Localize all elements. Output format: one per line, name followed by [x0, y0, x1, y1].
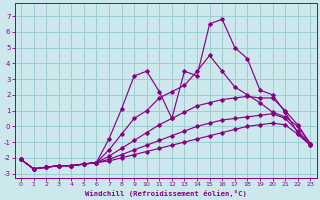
X-axis label: Windchill (Refroidissement éolien,°C): Windchill (Refroidissement éolien,°C) [85, 190, 246, 197]
